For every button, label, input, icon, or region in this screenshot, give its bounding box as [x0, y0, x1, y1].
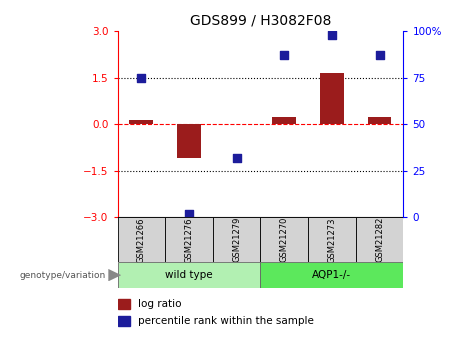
Text: GSM21270: GSM21270: [280, 217, 289, 263]
Bar: [272, 117, 296, 124]
Bar: [165, 217, 213, 262]
Bar: [308, 217, 356, 262]
Bar: [260, 262, 403, 288]
Point: [376, 52, 383, 58]
Point: [281, 52, 288, 58]
Text: GSM21276: GSM21276: [184, 217, 194, 263]
Bar: [118, 262, 260, 288]
Bar: [118, 316, 130, 326]
Bar: [320, 73, 344, 124]
Point: [328, 32, 336, 38]
Bar: [130, 120, 153, 124]
Text: genotype/variation: genotype/variation: [20, 270, 106, 280]
Polygon shape: [108, 269, 121, 282]
Bar: [356, 217, 403, 262]
Bar: [368, 117, 391, 124]
Bar: [260, 217, 308, 262]
Bar: [213, 217, 260, 262]
Text: GSM21282: GSM21282: [375, 217, 384, 263]
Text: GSM21273: GSM21273: [327, 217, 337, 263]
Text: AQP1-/-: AQP1-/-: [313, 270, 351, 280]
Bar: [118, 299, 130, 309]
Text: percentile rank within the sample: percentile rank within the sample: [138, 316, 314, 326]
Text: log ratio: log ratio: [138, 299, 182, 309]
Text: wild type: wild type: [165, 270, 213, 280]
Bar: [118, 217, 165, 262]
Point: [185, 211, 193, 216]
Text: GSM21266: GSM21266: [137, 217, 146, 263]
Title: GDS899 / H3082F08: GDS899 / H3082F08: [190, 13, 331, 27]
Bar: [177, 124, 201, 158]
Point: [138, 75, 145, 80]
Text: GSM21279: GSM21279: [232, 217, 241, 263]
Point: [233, 155, 240, 160]
